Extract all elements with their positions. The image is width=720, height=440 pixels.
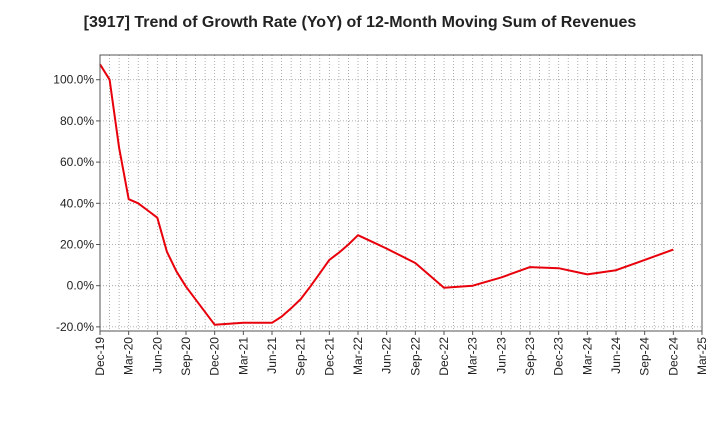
x-tick-label: Dec-23 — [552, 337, 566, 376]
x-tick-label: Jun-20 — [150, 337, 164, 374]
chart-title: [3917] Trend of Growth Rate (YoY) of 12-… — [83, 14, 637, 31]
series-group — [99, 63, 674, 326]
x-tick-label: Mar-21 — [236, 337, 250, 375]
plot-area — [100, 55, 702, 331]
y-axis-ticks: -20.0% 0.0% 20.0% 40.0% 60.0% 80.0% 100.0% — [53, 73, 100, 334]
series-line — [99, 63, 674, 326]
x-tick-label: Sep-24 — [638, 337, 652, 376]
x-tick-label: Sep-20 — [179, 337, 193, 376]
grid — [100, 55, 702, 331]
x-tick-label: Dec-21 — [322, 337, 336, 376]
x-tick-label: Mar-25 — [695, 337, 709, 375]
y-tick-label: 60.0% — [60, 155, 94, 169]
x-tick-label: Sep-22 — [408, 337, 422, 376]
x-tick-label: Sep-23 — [523, 337, 537, 376]
x-tick-label: Dec-22 — [437, 337, 451, 376]
y-tick-label: -20.0% — [56, 320, 94, 334]
plot-frame — [99, 54, 703, 332]
x-tick-label: Dec-20 — [208, 337, 222, 376]
x-tick-label: Mar-22 — [351, 337, 365, 375]
x-axis-ticks: Dec-19 Mar-20 Jun-20 Sep-20 Dec-20 Mar-21 Jun-… — [93, 331, 709, 376]
x-tick-label: Jun-21 — [265, 337, 279, 374]
x-tick-label: Mar-20 — [122, 337, 136, 375]
x-tick-label: Jun-22 — [380, 337, 394, 374]
x-tick-label: Dec-24 — [666, 337, 680, 376]
y-tick-label: 80.0% — [60, 114, 94, 128]
x-tick-label: Jun-24 — [609, 337, 623, 374]
x-tick-label: Mar-24 — [580, 337, 594, 375]
x-tick-label: Sep-21 — [294, 337, 308, 376]
x-tick-label: Mar-23 — [466, 337, 480, 375]
y-tick-label: 100.0% — [53, 73, 94, 87]
y-tick-label: 40.0% — [60, 196, 94, 210]
x-tick-label: Dec-19 — [93, 337, 107, 376]
y-tick-label: 0.0% — [67, 279, 95, 293]
y-tick-label: 20.0% — [60, 237, 94, 251]
x-tick-label: Jun-23 — [494, 337, 508, 374]
